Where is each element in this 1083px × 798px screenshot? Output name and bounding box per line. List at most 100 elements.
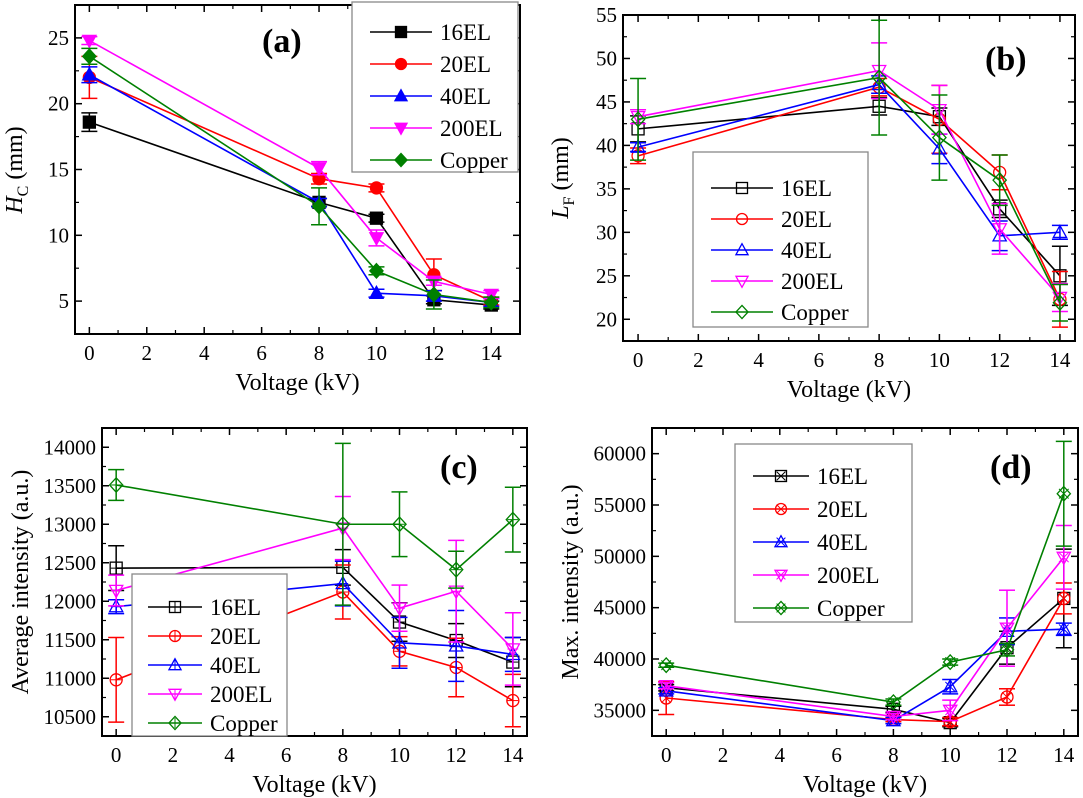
data-point-x-2 xyxy=(1058,552,1069,563)
legend-label: 20EL xyxy=(817,497,868,522)
data-point xyxy=(426,286,442,303)
x-tick-label: 0 xyxy=(661,743,672,767)
x-axis-label: Voltage (kV) xyxy=(235,370,359,396)
legend-item-200el: 200EL xyxy=(753,563,880,588)
y-tick-label: 40 xyxy=(596,133,617,157)
data-point xyxy=(931,129,947,146)
legend-marker xyxy=(168,600,182,614)
data-point xyxy=(368,232,385,247)
legend-marker xyxy=(394,25,408,39)
legend-marker xyxy=(774,469,788,483)
legend-item-20el: 20EL xyxy=(370,52,491,77)
data-point xyxy=(871,69,887,86)
y-tick-label: 40000 xyxy=(594,647,647,671)
legend-box xyxy=(131,573,288,737)
data-point xyxy=(335,516,351,533)
data-point-x-2 xyxy=(661,660,672,671)
x-tick-label: 0 xyxy=(111,743,122,767)
legend-item-copper: Copper xyxy=(711,300,849,325)
data-point xyxy=(368,262,384,279)
legend-label: Copper xyxy=(210,711,278,736)
panel-d-max-intensity: 0 2 4 6 8 10 12 14 35000 40000 45000 50000 55000 6000… xyxy=(558,427,1079,798)
data-point xyxy=(1052,294,1068,311)
legend-box xyxy=(351,1,519,173)
y-tick-label: 35000 xyxy=(594,698,647,722)
legend-label: 200EL xyxy=(781,269,844,294)
data-point-x-2 xyxy=(945,705,956,716)
legend-box xyxy=(692,151,869,328)
x-tick-label: 8 xyxy=(314,341,325,365)
y-tick-label: 25 xyxy=(48,26,69,50)
y-tick-label: 25 xyxy=(596,264,617,288)
x-tick-label: 10 xyxy=(366,341,387,365)
data-point-x-2 xyxy=(661,680,672,691)
data-point xyxy=(885,710,902,725)
y-axis-label-symbol: L xyxy=(548,205,574,219)
y-tick-label: 10 xyxy=(48,223,69,247)
x-axis-label: Voltage (kV) xyxy=(803,772,927,798)
y-axis-label: Max. intensity (a.u.) xyxy=(558,484,584,679)
x-tick-label: 6 xyxy=(814,348,825,372)
panel-label: (b) xyxy=(985,41,1027,78)
data-point xyxy=(1057,591,1071,606)
data-point xyxy=(942,653,958,671)
data-point xyxy=(82,115,97,129)
x-tick-label: 6 xyxy=(831,743,842,767)
data-point xyxy=(991,223,1008,238)
legend-marker xyxy=(734,242,750,256)
data-point xyxy=(108,476,124,494)
x-tick-label: 4 xyxy=(775,743,786,767)
y-axis-label-subscript: F xyxy=(561,196,578,205)
series-copper xyxy=(630,19,1068,322)
data-point-x-2 xyxy=(945,681,956,692)
y-tick-label: 45 xyxy=(596,90,617,114)
legend-label: Copper xyxy=(817,596,885,621)
legend-label: 16EL xyxy=(781,176,832,201)
x-tick-label: 2 xyxy=(168,743,179,767)
y-tick-label: 50000 xyxy=(594,544,647,568)
y-tick-label: 14000 xyxy=(44,435,97,459)
y-axis-label-unit: (mm) xyxy=(548,137,574,196)
y-tick-label: 20 xyxy=(596,307,617,331)
data-point-x-2 xyxy=(1058,488,1069,499)
legend-label: Copper xyxy=(781,300,849,325)
legend-marker xyxy=(394,57,408,71)
data-point xyxy=(505,511,521,528)
x-tick-label: 12 xyxy=(423,341,444,365)
x-tick-label: 12 xyxy=(446,743,467,767)
legend-marker xyxy=(735,304,749,320)
y-tick-label: 35 xyxy=(596,177,617,201)
data-point xyxy=(658,656,674,674)
x-tick-label: 4 xyxy=(753,348,764,372)
legend-marker xyxy=(168,715,182,731)
data-point xyxy=(1052,224,1068,239)
legend-item-40el: 40EL xyxy=(711,238,832,263)
legend-item-16el: 16EL xyxy=(370,20,491,45)
data-point-x-2 xyxy=(1001,623,1013,634)
data-point xyxy=(506,693,520,708)
data-point-x-2 xyxy=(945,656,956,668)
legend-marker xyxy=(774,600,788,616)
panel-b-lf: 0 2 4 6 8 10 12 14 20 25 30 35 40 45 50 55 Voltage (kV) L… xyxy=(548,3,1076,403)
y-tick-label: 30 xyxy=(596,220,617,244)
legend-marker xyxy=(168,629,182,643)
data-point xyxy=(1056,620,1072,635)
x-tick-label: 10 xyxy=(940,743,961,767)
legend-label: 200EL xyxy=(440,116,503,141)
y-tick-label: 5 xyxy=(59,289,70,313)
data-point-x-2 xyxy=(661,692,672,704)
data-point xyxy=(109,673,123,687)
data-point xyxy=(999,641,1015,658)
series-40el xyxy=(658,617,1072,727)
data-point xyxy=(368,284,385,299)
data-point xyxy=(448,561,464,578)
y-axis-label-subscript: C xyxy=(15,186,32,197)
legend-item-200el: 200EL xyxy=(370,116,503,141)
legend-label: 40EL xyxy=(440,84,491,109)
legend: 16EL 20EL 40EL 200EL Copper xyxy=(131,573,288,737)
data-point xyxy=(992,172,1008,189)
x-tick-label: 10 xyxy=(389,743,410,767)
legend-marker xyxy=(774,502,788,516)
series-copper xyxy=(81,47,500,311)
